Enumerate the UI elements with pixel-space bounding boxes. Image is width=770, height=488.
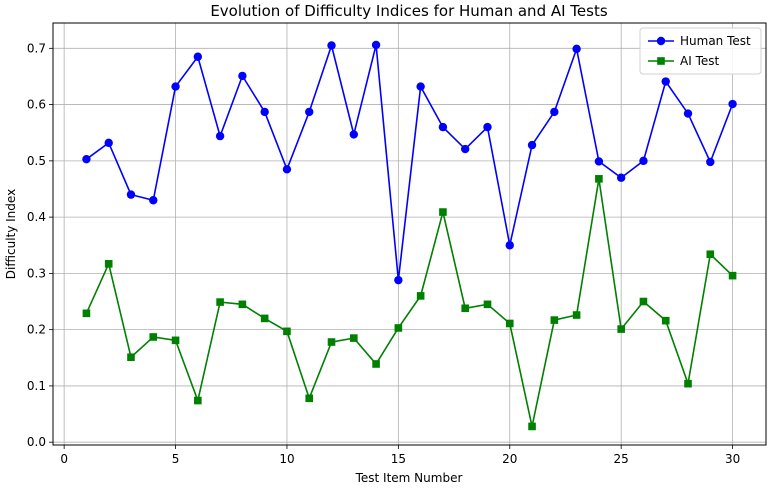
human-test-point bbox=[550, 107, 559, 117]
legend-marker-ai-test bbox=[657, 57, 665, 65]
x-tick-label: 0 bbox=[60, 452, 68, 466]
y-tick-label: 0.6 bbox=[27, 98, 46, 112]
human-test-point bbox=[349, 130, 358, 139]
legend-label-human-test: Human Test bbox=[680, 34, 751, 48]
legend: Human Test AI Test bbox=[639, 27, 762, 75]
y-tick-label: 0.1 bbox=[27, 379, 46, 393]
ai-test-point bbox=[372, 360, 380, 368]
ai-test-point bbox=[483, 300, 492, 309]
human-test-point bbox=[416, 82, 425, 91]
y-tick-label: 0.7 bbox=[27, 41, 46, 55]
legend-label-ai-test: AI Test bbox=[680, 54, 719, 68]
human-test-point bbox=[505, 241, 514, 250]
grid-lines bbox=[53, 23, 766, 445]
ai-test-point bbox=[194, 396, 202, 405]
human-test-point bbox=[527, 140, 537, 150]
ai-test-point bbox=[550, 316, 559, 324]
human-test-point bbox=[394, 275, 403, 285]
x-tick-label: 25 bbox=[614, 452, 629, 466]
x-tick-label: 20 bbox=[502, 452, 517, 466]
human-test-point bbox=[260, 107, 269, 117]
human-test-point bbox=[371, 40, 381, 50]
y-tick-label: 0.2 bbox=[27, 323, 46, 337]
ai-test-point bbox=[260, 314, 269, 323]
y-tick-label: 0.5 bbox=[27, 154, 46, 168]
y-tick-label: 0.4 bbox=[27, 210, 46, 224]
human-test-point bbox=[639, 156, 648, 166]
ai-test-point bbox=[238, 300, 247, 309]
ai-test-point bbox=[216, 298, 224, 306]
human-test-point bbox=[193, 52, 203, 61]
human-test-point bbox=[483, 122, 492, 132]
human-test-point bbox=[728, 99, 737, 109]
y-axis-label: Difficulty Index bbox=[4, 189, 18, 279]
human-test-point bbox=[305, 107, 314, 117]
ai-test-point bbox=[283, 327, 291, 336]
human-test-point bbox=[126, 190, 136, 199]
ai-test-point bbox=[461, 304, 470, 313]
human-test-point bbox=[706, 157, 715, 167]
ai-test-point bbox=[439, 208, 447, 216]
human-test-point bbox=[282, 165, 292, 174]
plot-frame bbox=[52, 22, 767, 446]
ai-test-point bbox=[661, 316, 670, 325]
ai-test-point bbox=[349, 334, 358, 342]
ai-test-point bbox=[127, 353, 135, 362]
human-test-point bbox=[82, 154, 91, 164]
ai-test-point bbox=[706, 250, 715, 259]
ai-test-point bbox=[617, 325, 625, 333]
ai-test-point bbox=[639, 297, 648, 306]
y-tick-label: 0.0 bbox=[27, 435, 46, 449]
ai-test-point bbox=[327, 338, 336, 346]
legend-box bbox=[639, 27, 762, 75]
ai-test-point bbox=[572, 311, 581, 319]
x-tick-label: 10 bbox=[279, 452, 294, 466]
ai-test-point bbox=[595, 175, 603, 183]
ai-test-point bbox=[684, 379, 692, 388]
ai-test-point bbox=[728, 271, 737, 280]
human-test-point bbox=[616, 173, 626, 182]
human-test-point bbox=[171, 82, 180, 91]
ai-test-point bbox=[149, 333, 158, 341]
legend-marker-human-test bbox=[656, 36, 666, 46]
x-tick-label: 5 bbox=[172, 452, 180, 466]
ai-test-point bbox=[82, 309, 91, 318]
human-test-line bbox=[85, 42, 734, 281]
human-test-point bbox=[594, 157, 604, 166]
x-tick-label: 15 bbox=[391, 452, 406, 466]
ai-test-point bbox=[305, 394, 314, 403]
human-test-point bbox=[215, 131, 225, 141]
human-test-point bbox=[661, 77, 670, 86]
ai-test-point bbox=[505, 319, 514, 328]
ai-test-point bbox=[171, 336, 180, 345]
human-test-point bbox=[438, 122, 448, 132]
x-axis-label: Test Item Number bbox=[355, 471, 463, 484]
ai-test-point bbox=[104, 260, 113, 268]
ai-test-point bbox=[394, 324, 403, 332]
human-test-point bbox=[104, 138, 113, 148]
human-test-point bbox=[238, 71, 247, 81]
x-tick-label: 30 bbox=[725, 452, 740, 466]
ai-test-line bbox=[85, 178, 734, 427]
chart-title: Evolution of Difficulty Indices for Huma… bbox=[210, 2, 608, 20]
human-test-point bbox=[149, 196, 158, 205]
human-test-point bbox=[683, 109, 693, 118]
human-test-point bbox=[572, 44, 581, 54]
human-test-point bbox=[461, 144, 470, 154]
ai-test-point bbox=[528, 422, 536, 431]
human-test-point bbox=[327, 41, 336, 50]
y-tick-label: 0.3 bbox=[27, 266, 46, 280]
ai-test-point bbox=[416, 292, 425, 300]
